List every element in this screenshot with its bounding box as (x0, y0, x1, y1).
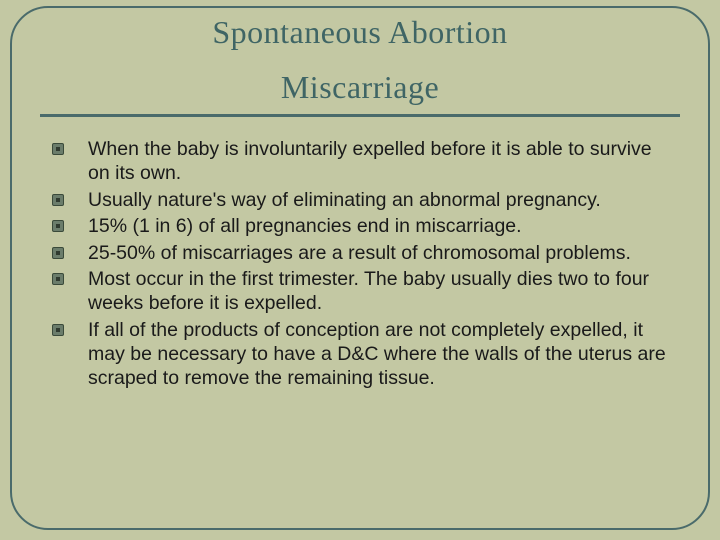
list-item: 25-50% of miscarriages are a result of c… (52, 241, 668, 265)
list-item: Most occur in the first trimester. The b… (52, 267, 668, 316)
bullet-text: 25-50% of miscarriages are a result of c… (88, 241, 668, 265)
divider-line (40, 114, 680, 117)
slide-frame: Spontaneous Abortion Miscarriage When th… (10, 6, 710, 530)
square-bullet-icon (52, 143, 64, 155)
list-item: 15% (1 in 6) of all pregnancies end in m… (52, 214, 668, 238)
square-bullet-icon (52, 247, 64, 259)
bullet-text: When the baby is involuntarily expelled … (88, 137, 668, 186)
bullet-text: If all of the products of conception are… (88, 318, 668, 391)
bullet-text: 15% (1 in 6) of all pregnancies end in m… (88, 214, 668, 238)
square-bullet-icon (52, 194, 64, 206)
square-bullet-icon (52, 324, 64, 336)
list-item: If all of the products of conception are… (52, 318, 668, 391)
slide-title: Spontaneous Abortion (12, 14, 708, 51)
square-bullet-icon (52, 273, 64, 285)
bullet-text: Usually nature's way of eliminating an a… (88, 188, 668, 212)
list-item: Usually nature's way of eliminating an a… (52, 188, 668, 212)
slide-subtitle: Miscarriage (12, 69, 708, 106)
bullet-list: When the baby is involuntarily expelled … (52, 137, 668, 391)
bullet-text: Most occur in the first trimester. The b… (88, 267, 668, 316)
square-bullet-icon (52, 220, 64, 232)
list-item: When the baby is involuntarily expelled … (52, 137, 668, 186)
